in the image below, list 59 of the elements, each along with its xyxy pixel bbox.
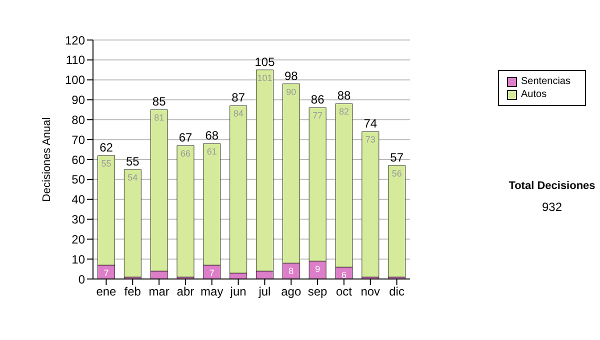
data-label: 66 [180,148,191,159]
data-label: 84 [233,108,244,119]
text: Total Decisiones [508,180,596,192]
total-label: 86 [310,92,325,107]
data-label: 77 [312,110,323,121]
x-tick-label: dic [389,284,404,299]
total-label: 87 [232,90,246,105]
x-tick-label: sep [308,284,328,299]
text: 932 [540,200,564,214]
total-label: 68 [205,128,219,143]
y-tick-label: 120 [64,33,86,48]
data-label: 7 [209,268,214,278]
data-label: 54 [128,172,138,182]
total-label: 62 [100,140,114,155]
total-label: 85 [152,94,166,109]
x-tick-label: oct [336,284,353,299]
y-tick-label: 60 [72,152,86,167]
y-tick-label: 20 [72,232,86,246]
y-tick-label: 40 [72,192,86,207]
total-label: 105 [254,54,276,69]
data-label: 81 [154,112,164,123]
data-label: 9 [315,264,320,274]
legend-label: Sentencias [521,75,570,88]
legend-label: Autos [521,88,547,101]
x-tick-label: jul [258,284,271,299]
total-label: 55 [126,154,140,168]
y-tick-label: 100 [64,73,86,88]
x-tick-label: feb [124,284,142,299]
y-axis-title: Decisiones Anual [40,117,53,202]
y-tick-label: 10 [72,252,86,266]
data-label: 7 [104,268,109,278]
total-label: 67 [178,130,192,145]
data-label: 6 [341,270,347,280]
data-label: 55 [101,158,112,169]
data-label: 82 [338,106,350,117]
x-tick-label: mar [148,284,170,299]
total-label: 98 [284,68,298,83]
y-tick-label: 80 [72,112,86,127]
data-label: 90 [286,86,296,97]
data-label: 56 [392,168,402,178]
y-tick-label: 110 [66,53,86,68]
total-label: 57 [390,150,404,164]
x-tick-label: abr [176,284,194,299]
data-label: 101 [257,72,272,83]
total-label: 88 [337,88,351,103]
data-label: 73 [365,134,376,145]
y-tick-label: 90 [72,93,86,108]
y-tick-label: 70 [72,132,86,147]
data-label: 61 [206,146,217,157]
y-tick-label: 30 [72,212,86,227]
x-tick-label: ago [281,284,302,299]
total-label: 74 [364,116,378,131]
data-label: 8 [288,266,294,276]
x-tick-label: jun [229,284,246,299]
x-tick-label: nov [360,284,380,299]
x-tick-label: may [200,284,224,299]
x-tick-label: ene [96,284,117,299]
y-tick-label: 0 [78,272,86,286]
y-tick-label: 50 [72,172,86,187]
